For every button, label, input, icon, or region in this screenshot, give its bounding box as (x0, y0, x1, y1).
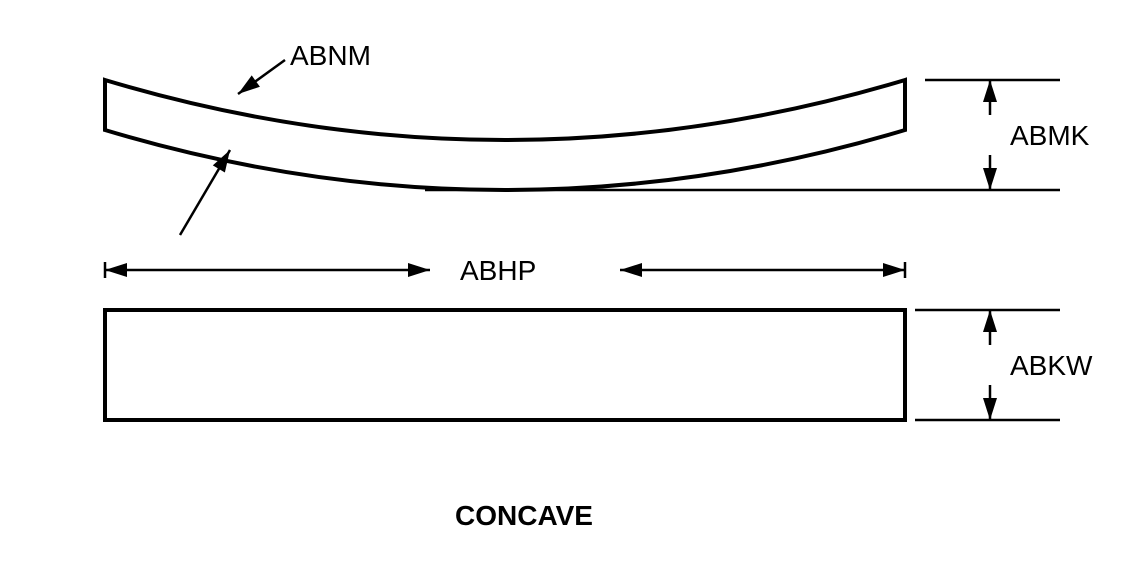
diagram-svg (0, 0, 1140, 570)
dimension-label-abnm: ABNM (290, 40, 371, 72)
dimension-label-abmk: ABMK (1010, 120, 1089, 152)
dimension-label-abkw: ABKW (1010, 350, 1092, 382)
diagram-title: CONCAVE (455, 500, 593, 532)
dimension-label-abhp: ABHP (460, 255, 536, 287)
diagram-canvas: ABNM ABMK ABHP ABKW CONCAVE (0, 0, 1140, 570)
